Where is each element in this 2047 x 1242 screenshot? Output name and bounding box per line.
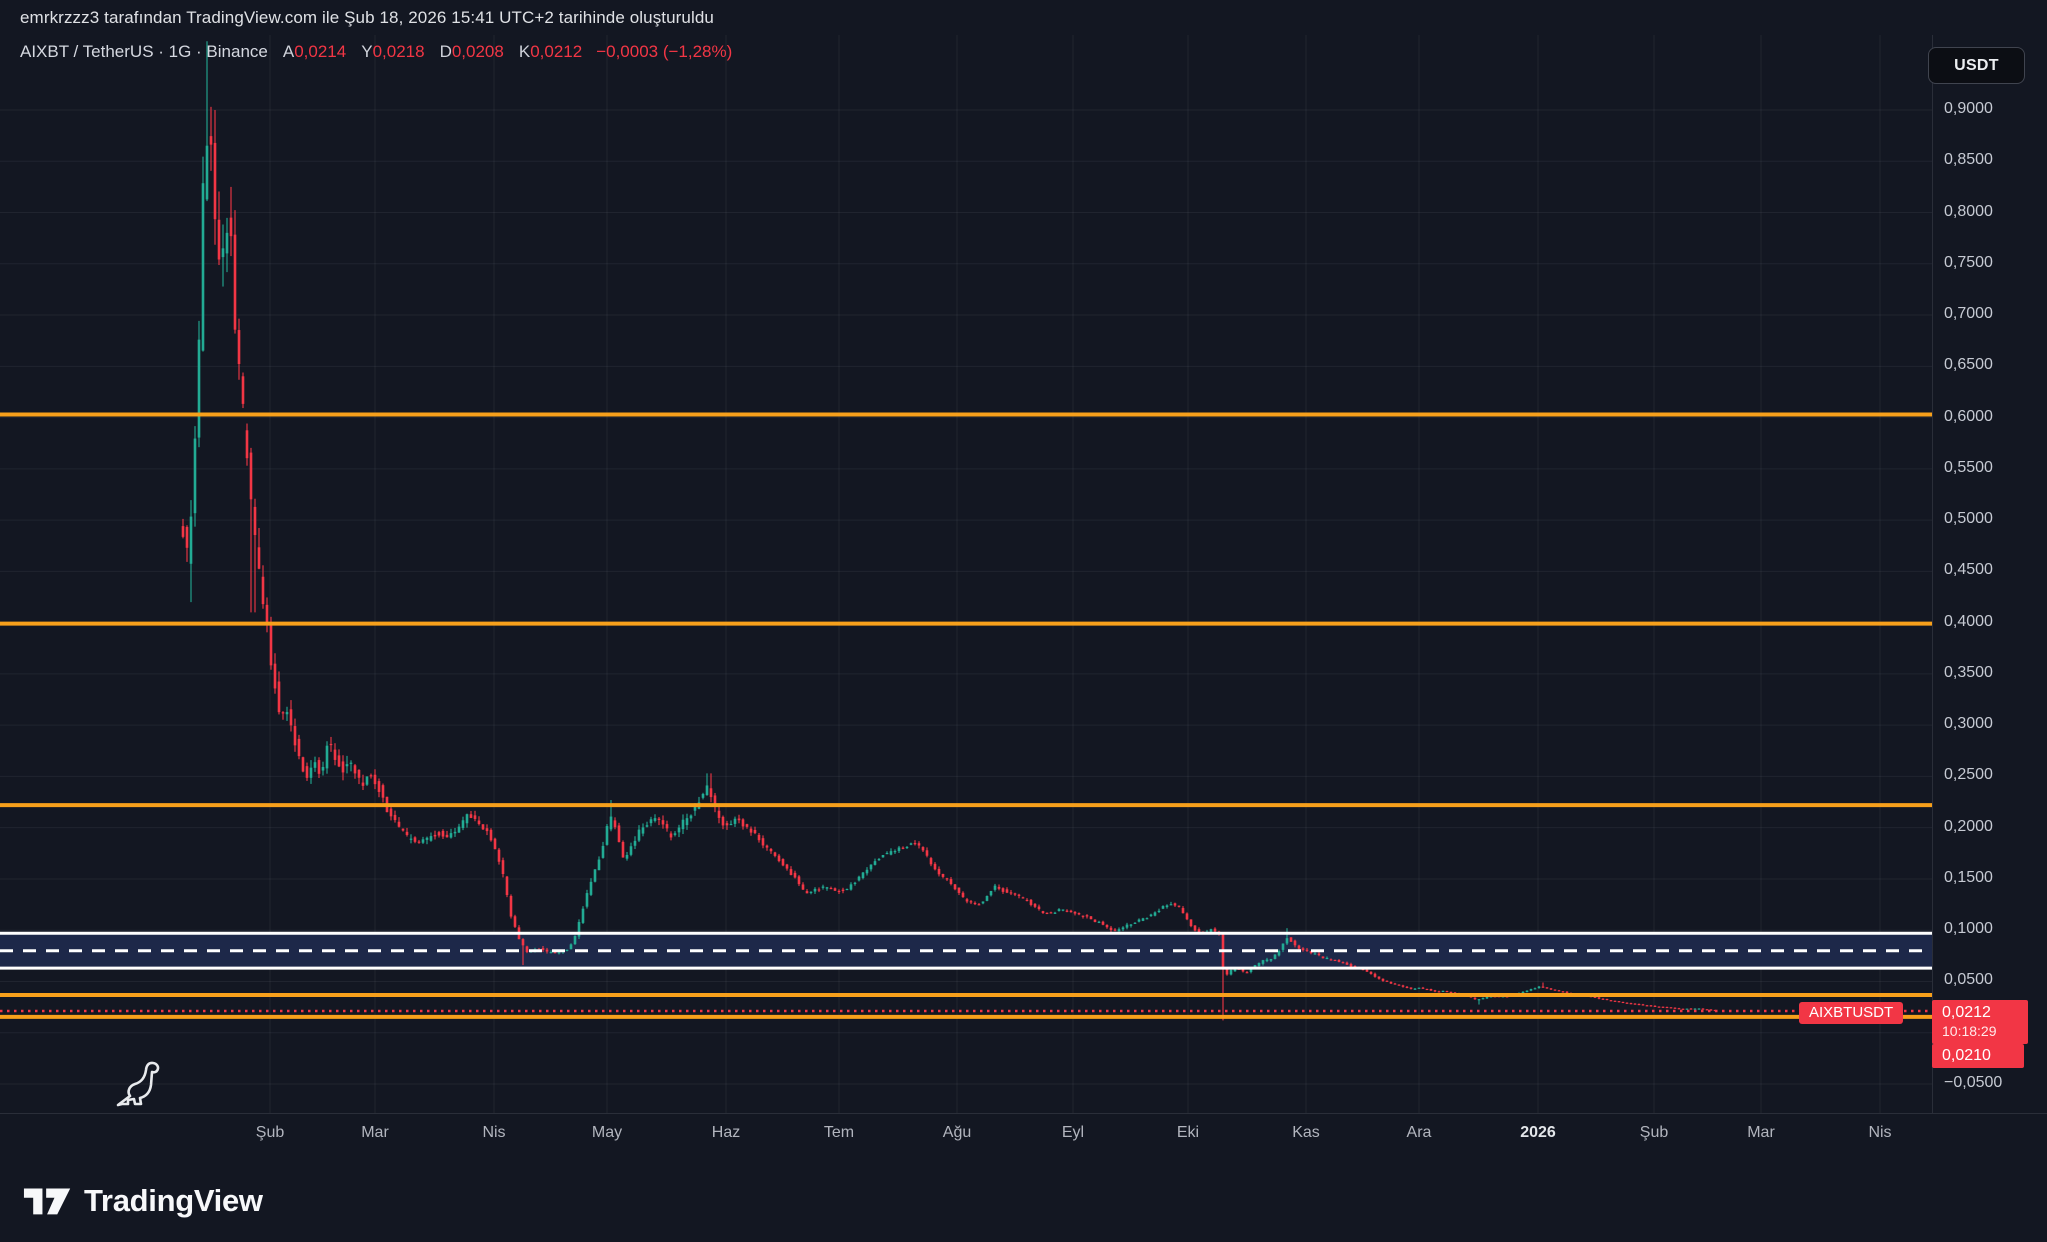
time-tick-label: Şub [255,1124,285,1141]
secondary-price-box: 0,0210 [1932,1044,2024,1068]
price-scale[interactable]: 0,9000 0,8500 0,8000 0,7500 0,7000 0,6500 0,60… [1932,0,2047,1113]
price-tick-label: 0,8000 [1944,202,1993,220]
time-tick-year-label: 2026 [1520,1124,1556,1141]
price-tick-label: 0,7000 [1944,305,1993,323]
price-tick-label: 0,9000 [1944,100,1993,117]
time-tick-label: Ara [1406,1124,1432,1141]
dinosaur-sketch-icon [116,1061,160,1107]
time-tick-label: Mar [361,1124,389,1141]
time-axis[interactable]: Şub Mar Nis May Haz Tem Ağu Eyl Eki Kas Ara 2026 Şub… [0,1113,1932,1156]
candlestick-series[interactable] [181,41,1717,1021]
time-tick-label: Nis [482,1124,506,1141]
price-tick-label: 0,6000 [1944,407,1993,425]
high-value: 0,0218 [372,42,425,61]
close-key: K [518,42,531,61]
time-tick-label: Haz [711,1124,741,1141]
currency-usdt-button[interactable]: USDT [1928,47,2025,84]
close-value: 0,0212 [530,42,583,61]
bar-countdown: 10:18:29 [1942,1023,1997,1039]
series-price-label: AIXBTUSDT [1799,1002,1904,1024]
price-tick-label: 0,3000 [1944,715,1993,733]
change-value: −0,0003 (−1,28%) [596,42,733,61]
open-key: A [282,42,295,61]
symbol-title: AIXBT / TetherUS · 1G · Binance [20,42,268,61]
axis-corner [1932,1113,2047,1156]
horizontal-level-lines[interactable] [0,412,1932,1019]
price-tick-label: 0,2000 [1944,817,1993,835]
low-value: 0,0208 [451,42,504,61]
price-tick-label: 0,6500 [1944,356,1993,374]
price-tick-label: 0,2500 [1944,766,1993,784]
current-price-value: 0,0212 [1942,1004,1991,1021]
tradingview-logo[interactable]: TradingView [22,1182,263,1219]
open-value: 0,0214 [294,42,347,61]
price-tick-label: 0,5500 [1944,458,1993,476]
price-tick-label: 0,3500 [1944,663,1993,681]
time-tick-label: May [591,1124,623,1141]
footer-bar [0,1155,2047,1242]
price-tick-label: 0,0500 [1944,971,1993,989]
tradingview-mark-icon [23,1188,71,1215]
attribution-bar: emrkrzzz3 tarafından TradingView.com ile… [0,0,2047,35]
time-tick-label: Eyl [1061,1124,1085,1141]
price-tick-label: 0,1500 [1944,868,1993,886]
price-tick-label: −0,0500 [1944,1073,2003,1091]
price-tick-label: 0,4000 [1944,612,1993,630]
attribution-text: emrkrzzz3 tarafından TradingView.com ile… [20,8,714,27]
current-price-box: 0,0212 10:18:29 [1932,1000,2028,1044]
time-tick-label: Tem [823,1124,855,1141]
low-key: D [439,42,452,61]
channel-band[interactable] [0,931,1932,970]
time-tick-label: Nis [1868,1124,1892,1141]
price-tick-label: 0,4500 [1944,561,1993,579]
time-tick-label: Eki [1176,1124,1200,1141]
price-tick-label: 0,7500 [1944,253,1993,271]
time-tick-label: Şub [1639,1124,1669,1141]
price-tick-label: 0,8500 [1944,151,1993,169]
high-key: Y [361,42,373,61]
price-tick-label: 0,1000 [1944,920,1993,938]
chart-canvas[interactable] [0,35,1932,1113]
time-tick-label: Kas [1292,1124,1320,1141]
time-tick-label: Ağu [942,1124,972,1141]
symbol-legend[interactable]: AIXBT / TetherUS · 1G · Binance A0,0214 … [20,42,732,62]
price-tick-label: 0,5000 [1944,510,1993,528]
tradingview-wordmark: TradingView [84,1182,263,1218]
time-tick-label: Mar [1747,1124,1775,1141]
